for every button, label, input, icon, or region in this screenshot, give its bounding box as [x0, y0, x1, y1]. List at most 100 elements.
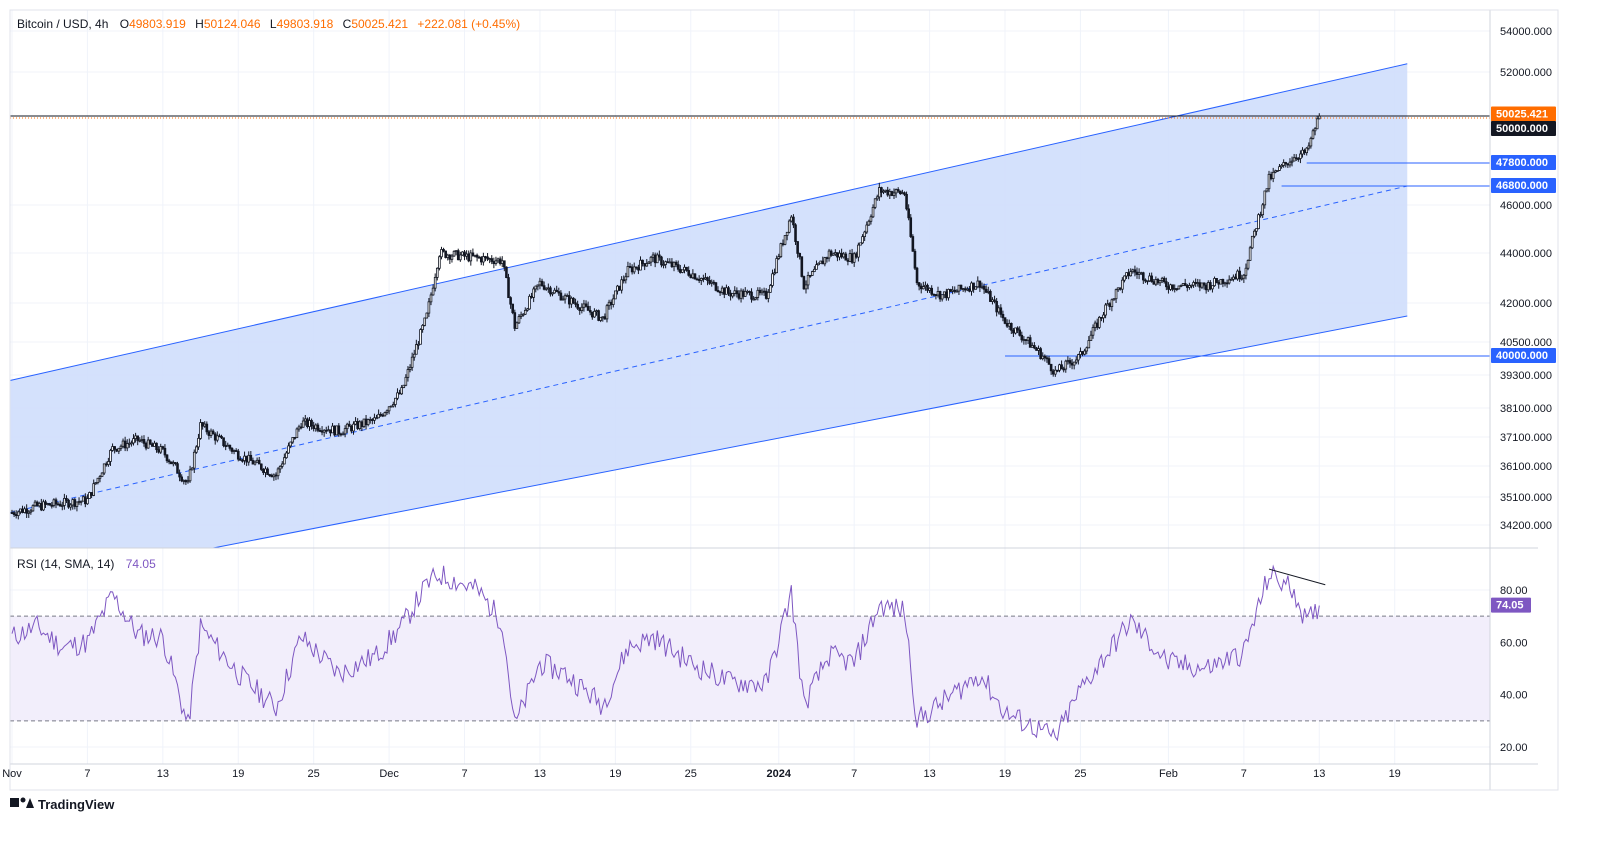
price-axis[interactable]: 54000.000 52000.000 46000.000 44000.000 4200… — [1500, 26, 1552, 532]
candle-body — [239, 458, 242, 461]
candle-body — [1139, 272, 1143, 275]
candle-body — [107, 461, 110, 466]
candle — [658, 250, 661, 261]
candle-body — [266, 468, 269, 475]
candle — [563, 293, 567, 304]
candle-body — [1269, 173, 1273, 180]
candle — [523, 307, 527, 315]
candle-body — [503, 260, 506, 268]
candle-body — [84, 496, 87, 505]
candle — [239, 456, 242, 461]
candle-body — [419, 329, 422, 345]
candle — [1056, 369, 1059, 373]
candle — [618, 285, 621, 291]
candle — [113, 446, 116, 454]
rsi-divergence-trendline[interactable] — [1268, 568, 1326, 586]
candle — [1259, 211, 1262, 218]
candle — [1039, 346, 1042, 360]
candle — [632, 262, 636, 275]
rsi-axis[interactable]: 80.00 60.00 40.00 20.00 — [1500, 585, 1528, 754]
candle — [771, 269, 774, 288]
candle — [993, 295, 996, 304]
candle-body — [333, 425, 336, 436]
candle-body — [1077, 354, 1080, 361]
candle — [515, 321, 519, 329]
candle-body — [138, 439, 142, 442]
candle-body — [1133, 269, 1137, 273]
candle — [54, 497, 58, 509]
candle-body — [352, 423, 355, 432]
candle — [452, 250, 456, 257]
candle-body — [195, 446, 198, 453]
candle-body — [978, 280, 982, 288]
candle — [440, 246, 443, 260]
candle-body — [276, 468, 280, 477]
candle-body — [1294, 157, 1298, 160]
candle-body — [1250, 235, 1254, 249]
candle-body — [1236, 270, 1239, 280]
horizontal-levels[interactable] — [10, 115, 1490, 357]
candle-body — [1028, 337, 1032, 348]
candle-body — [31, 505, 35, 512]
candle-body — [1125, 272, 1128, 277]
candle-body — [771, 273, 774, 286]
candle-body — [310, 420, 313, 427]
candle — [459, 251, 462, 262]
candle — [1010, 322, 1013, 335]
candle — [1089, 330, 1093, 341]
candle-body — [521, 313, 525, 316]
candle-body — [1102, 314, 1105, 319]
candle — [423, 317, 427, 327]
candle-body — [1072, 361, 1076, 366]
candle — [549, 285, 552, 297]
candle — [844, 251, 848, 261]
candle-body — [1118, 287, 1122, 290]
candle-body — [406, 369, 410, 378]
candle — [576, 300, 579, 310]
candle-body — [224, 445, 227, 447]
candle — [257, 456, 261, 465]
candle-body — [607, 301, 611, 307]
candle — [1292, 153, 1296, 162]
candle — [228, 444, 232, 451]
candle — [775, 255, 778, 274]
rsi-tick-label: 20.00 — [1500, 742, 1528, 754]
candle — [955, 289, 959, 293]
candle — [1309, 136, 1313, 149]
candle-body — [999, 307, 1003, 315]
time-tick-label: 13 — [534, 768, 546, 780]
tradingview-logo[interactable]: TradingView — [10, 797, 115, 812]
candle-body — [572, 297, 575, 304]
candle-body — [526, 308, 529, 311]
candle-body — [446, 254, 450, 258]
candle-body — [1267, 173, 1271, 190]
candle — [727, 286, 730, 296]
rsi-pane[interactable] — [10, 564, 1490, 742]
candle-body — [1085, 347, 1089, 352]
time-axis[interactable]: Nov 7 13 19 25 Dec 7 13 19 25 2024 7 13 19 25 Feb 7 13 19 — [2, 768, 1401, 780]
candle-body — [777, 256, 781, 259]
candle — [65, 495, 68, 503]
candle-body — [731, 293, 734, 297]
candle-body — [957, 284, 961, 292]
candle-body — [1248, 247, 1252, 261]
candle — [626, 261, 630, 278]
channel-lower-line[interactable] — [213, 315, 1408, 549]
candle-body — [706, 277, 709, 281]
candle — [875, 194, 879, 201]
candle — [1181, 283, 1185, 287]
candle-body — [810, 271, 814, 276]
candle-body — [452, 250, 456, 257]
candle — [195, 445, 198, 454]
candle — [614, 290, 617, 300]
candle — [1104, 302, 1107, 319]
candle-body — [1148, 275, 1151, 282]
price-pane[interactable] — [9, 63, 1490, 549]
candle-body — [146, 439, 150, 449]
channel-upper-line[interactable] — [9, 63, 1408, 381]
candle — [142, 435, 146, 447]
candle-body — [37, 503, 41, 507]
candle-body — [1051, 370, 1055, 375]
candle — [999, 304, 1003, 318]
